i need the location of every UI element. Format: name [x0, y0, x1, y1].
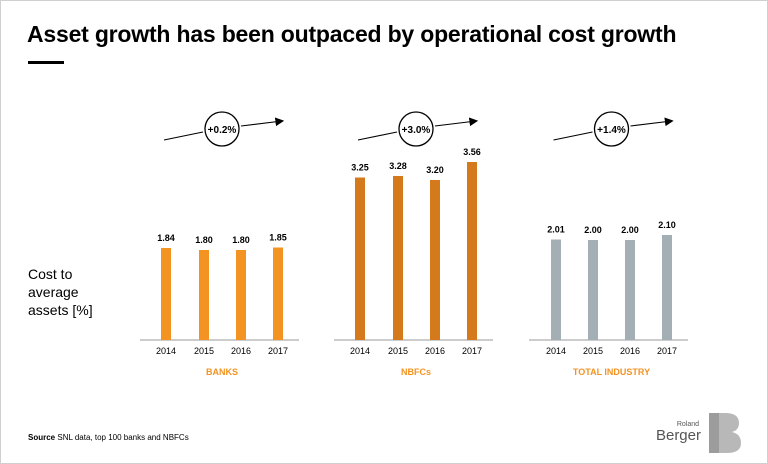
total-industry-growth-circle [593, 111, 630, 147]
logo-b-mark-icon [709, 413, 741, 453]
nbfcs-bar-2017 [467, 162, 477, 340]
y-axis-label-line-2: average [28, 284, 79, 300]
total-industry-data-label-2015: 2.00 [584, 225, 602, 235]
total-industry-data-label-2017: 2.10 [658, 220, 676, 230]
banks-bar-2015 [199, 250, 209, 340]
total-industry-tick-label-2017: 2017 [657, 346, 677, 356]
nbfcs-growth-circle [398, 111, 434, 147]
roland-berger-logo: Roland Berger [656, 411, 745, 455]
source-label: Source [28, 433, 56, 442]
banks-bar-2016 [236, 250, 246, 340]
banks-data-label-2014: 1.84 [157, 233, 175, 243]
banks-bar-2014 [161, 248, 171, 340]
source-note: Source SNL data, top 100 banks and NBFCs [28, 433, 189, 442]
banks-tick-label-2014: 2014 [156, 346, 176, 356]
nbfcs-tick-label-2015: 2015 [388, 346, 408, 356]
source-text: SNL data, top 100 banks and NBFCs [57, 433, 189, 442]
slide-title: Asset growth has been outpaced by operat… [27, 21, 677, 47]
nbfcs-growth-label: +3.0% [402, 125, 431, 136]
nbfcs-tick-label-2017: 2017 [462, 346, 482, 356]
logo-text-roland: Roland [676, 421, 699, 428]
logo-text-berger: Berger [655, 427, 701, 444]
banks-tick-label-2017: 2017 [268, 346, 288, 356]
total-industry-bar-2016 [625, 240, 635, 340]
banks-growth-circle [204, 111, 240, 147]
banks-data-label-2017: 1.85 [269, 233, 287, 243]
nbfcs-bar-2014 [355, 177, 365, 340]
nbfcs-bar-2015 [393, 176, 403, 340]
banks-growth-label: +0.2% [208, 125, 237, 136]
nbfcs-tick-label-2016: 2016 [425, 346, 445, 356]
y-axis-label-line-3: assets [%] [28, 302, 93, 318]
nbfcs-data-label-2016: 3.20 [426, 165, 444, 175]
total-industry-bar-2015 [588, 240, 598, 340]
nbfcs-data-label-2017: 3.56 [463, 147, 481, 157]
banks-group-label: BANKS [206, 367, 238, 377]
total-industry-data-label-2016: 2.00 [621, 225, 639, 235]
nbfcs-growth-arrow-head [434, 117, 479, 127]
total-industry-bar-2017 [662, 235, 672, 340]
banks-growth-arrow-head [240, 117, 285, 127]
y-axis-label: Cost to average assets [%] [28, 265, 118, 319]
banks-tick-label-2016: 2016 [231, 346, 251, 356]
total-industry-growth-arrow-head [630, 117, 674, 127]
banks-data-label-2016: 1.80 [232, 235, 250, 245]
y-axis-label-line-1: Cost to [28, 266, 73, 282]
nbfcs-bar-2016 [430, 180, 440, 340]
nbfcs-data-label-2015: 3.28 [389, 161, 407, 171]
total-industry-growth-arrow-tail [553, 131, 593, 141]
nbfcs-growth-arrow-tail [357, 131, 398, 141]
total-industry-growth-label: +1.4% [597, 125, 626, 136]
banks-data-label-2015: 1.80 [195, 235, 213, 245]
total-industry-group-label: TOTAL INDUSTRY [573, 367, 650, 377]
total-industry-tick-label-2016: 2016 [620, 346, 640, 356]
banks-bar-2017 [273, 247, 283, 340]
nbfcs-tick-label-2014: 2014 [350, 346, 370, 356]
total-industry-tick-label-2015: 2015 [583, 346, 603, 356]
total-industry-bar-2014 [551, 239, 561, 340]
total-industry-tick-label-2014: 2014 [546, 346, 566, 356]
nbfcs-data-label-2014: 3.25 [351, 163, 369, 173]
banks-growth-arrow-tail [163, 131, 204, 141]
title-underline [28, 61, 64, 64]
total-industry-data-label-2014: 2.01 [547, 225, 565, 235]
banks-tick-label-2015: 2015 [194, 346, 214, 356]
nbfcs-group-label: NBFCs [401, 367, 431, 377]
